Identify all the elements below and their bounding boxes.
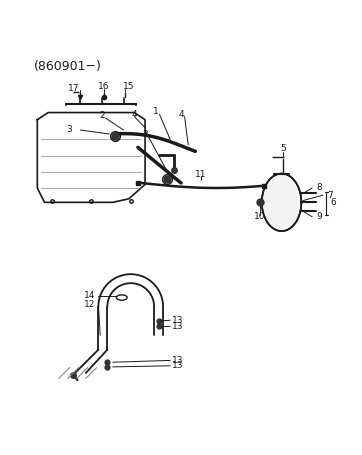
Text: (860901−): (860901−)	[34, 61, 102, 73]
Text: 2: 2	[99, 111, 105, 120]
Text: 8: 8	[316, 183, 322, 192]
Text: 5: 5	[281, 144, 286, 153]
Text: 1: 1	[153, 107, 159, 116]
Text: 10: 10	[254, 212, 266, 221]
Text: 14: 14	[84, 291, 95, 300]
Polygon shape	[262, 174, 301, 231]
Text: 13: 13	[172, 322, 183, 331]
Text: 13: 13	[172, 356, 183, 365]
Text: 3: 3	[67, 125, 72, 134]
Text: 17: 17	[67, 84, 79, 93]
Text: 16: 16	[98, 82, 110, 91]
Text: 3: 3	[142, 130, 148, 139]
Text: 11: 11	[195, 170, 206, 179]
Text: 13: 13	[172, 361, 183, 370]
Text: 4: 4	[131, 110, 137, 119]
Text: 13: 13	[172, 316, 183, 325]
Text: 6: 6	[331, 198, 337, 207]
Text: 12: 12	[84, 299, 95, 308]
Text: 9: 9	[316, 212, 322, 221]
Text: 4: 4	[178, 110, 184, 119]
Text: 15: 15	[123, 82, 135, 91]
Text: 7: 7	[327, 191, 333, 200]
